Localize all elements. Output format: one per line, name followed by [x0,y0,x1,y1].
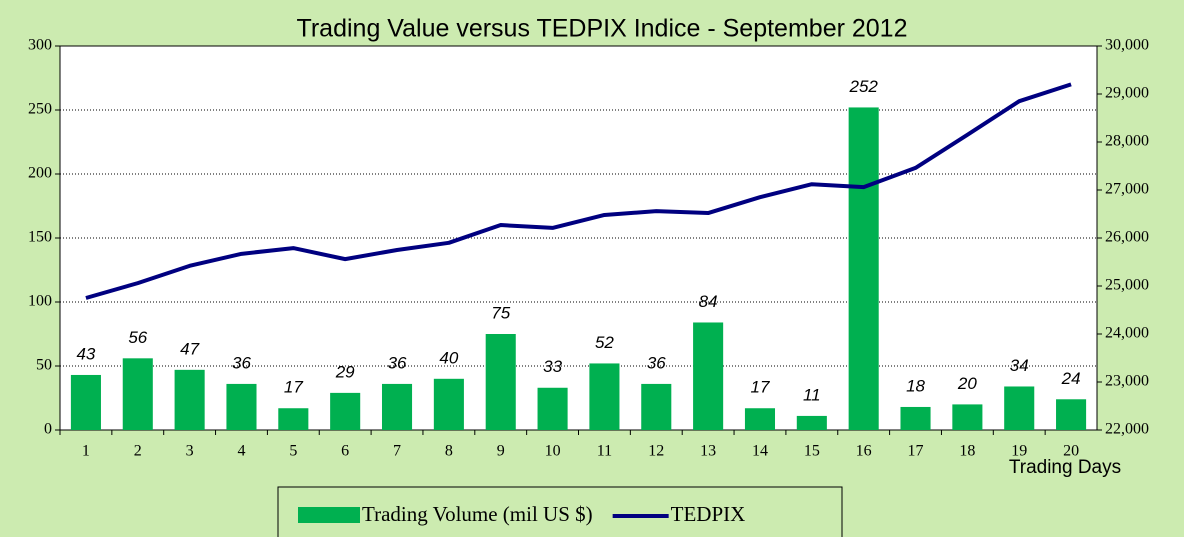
data-label: 24 [1061,369,1081,388]
x-tick-label: 1 [82,443,90,460]
data-label: 36 [232,353,251,372]
bar [485,334,516,430]
x-tick-label: 16 [856,443,872,460]
bar [433,378,464,430]
x-tick-label: 5 [289,443,297,460]
x-tick-label: 19 [1011,443,1027,460]
y-tick-label: 300 [28,37,52,54]
data-label: 43 [76,344,95,363]
legend-label: Trading Volume (mil US $) [362,502,593,526]
bar [174,369,205,430]
data-label: 40 [439,348,458,367]
y2-tick-label: 24,000 [1105,325,1149,342]
bar [848,107,879,430]
x-tick-label: 2 [134,443,142,460]
y-tick-label: 100 [28,293,52,310]
y2-tick-label: 23,000 [1105,373,1149,390]
bar [70,374,101,430]
data-label: 33 [543,357,562,376]
legend-swatch [298,507,360,523]
y2-tick-label: 27,000 [1105,181,1149,198]
x-tick-label: 7 [393,443,401,460]
data-label: 11 [803,385,821,404]
x-tick-label: 4 [237,443,245,460]
x-tick-label: 14 [752,443,768,460]
data-label: 52 [595,333,614,352]
data-label: 29 [335,362,355,381]
y2-tick-label: 25,000 [1105,277,1149,294]
bar [1004,386,1035,430]
x-tick-label: 11 [597,443,612,460]
y-tick-label: 250 [28,101,52,118]
bar [381,383,413,430]
x-tick-label: 15 [804,443,820,460]
data-label: 84 [699,292,718,311]
data-label: 75 [491,303,510,322]
bar [589,363,620,430]
bar [278,408,309,430]
bar [796,415,827,430]
x-tick-label: 6 [341,443,349,460]
data-label: 36 [388,353,407,372]
data-label: 18 [906,376,925,395]
legend [277,486,843,537]
x-tick-label: 17 [908,443,924,460]
y2-tick-label: 29,000 [1105,85,1149,102]
x-tick-label: 12 [648,443,664,460]
bar [952,404,983,430]
y-tick-label: 200 [28,165,52,182]
data-label: 20 [957,374,977,393]
data-label: 34 [1010,356,1029,375]
x-tick-label: 10 [545,443,561,460]
data-label: 47 [180,339,199,358]
y-tick-label: 0 [44,421,52,438]
y-tick-label: 50 [36,357,52,374]
bar [693,322,724,430]
bar [122,358,153,430]
data-label: 56 [128,328,147,347]
plot-area [59,45,1098,431]
data-label: 17 [751,378,770,397]
data-label: 36 [647,353,666,372]
y-tick-label: 150 [28,229,52,246]
bar [900,406,931,430]
x-tick-label: 18 [959,443,975,460]
x-tick-label: 13 [700,443,716,460]
x-tick-label: 9 [497,443,505,460]
y2-tick-label: 26,000 [1105,229,1149,246]
chart-title: Trading Value versus TEDPIX Indice - Sep… [297,15,908,43]
data-label: 17 [284,378,303,397]
data-label: 252 [848,77,878,96]
y2-tick-label: 30,000 [1105,37,1149,54]
bar [641,383,672,430]
y2-tick-label: 28,000 [1105,133,1149,150]
bar [330,392,361,430]
x-tick-label: 20 [1063,443,1079,460]
bar [226,383,257,430]
bar [1056,399,1087,430]
legend-label: TEDPIX [671,502,746,526]
x-tick-label: 3 [186,443,194,460]
line [85,82,1072,300]
x-tick-label: 8 [445,443,453,460]
bar [537,387,568,430]
y2-tick-label: 22,000 [1105,421,1149,438]
x-axis-title: Trading Days [1009,457,1121,478]
bar [744,408,776,430]
